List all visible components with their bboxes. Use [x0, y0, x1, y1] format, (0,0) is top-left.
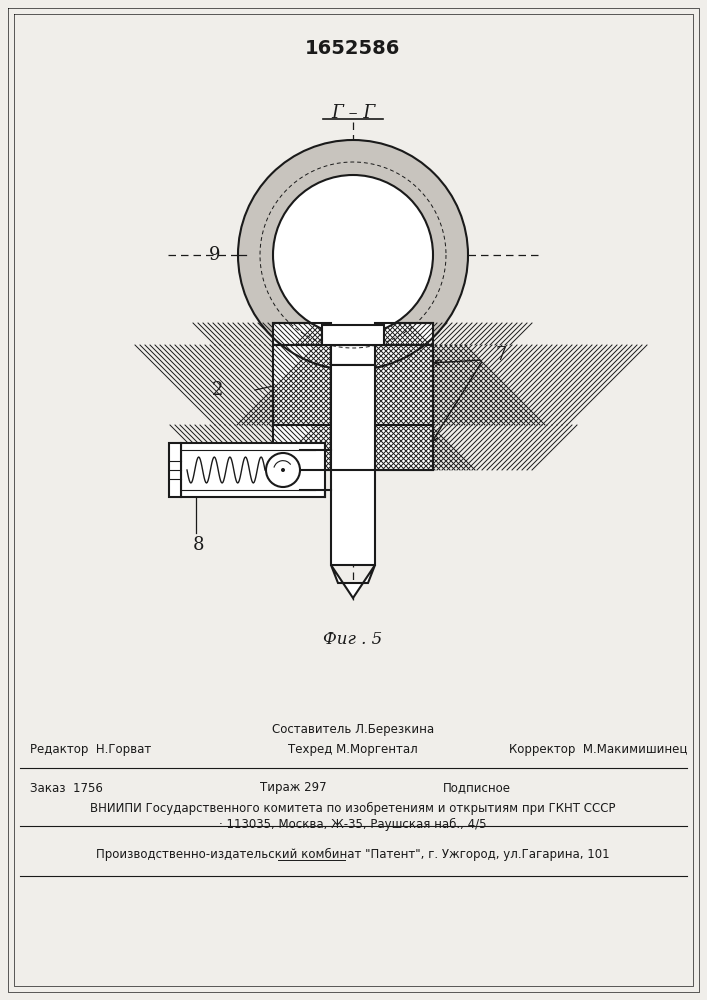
Text: Редактор  Н.Горват: Редактор Н.Горват — [30, 744, 151, 756]
Circle shape — [273, 175, 433, 335]
Bar — [169, 443, 181, 497]
Circle shape — [266, 453, 300, 487]
Bar — [331, 345, 375, 365]
Polygon shape — [331, 565, 375, 598]
Text: Подписное: Подписное — [443, 782, 511, 794]
Bar — [331, 365, 375, 565]
Bar — [181, 443, 325, 497]
Bar — [375, 323, 433, 345]
Text: Г – Г: Г – Г — [331, 104, 375, 122]
Text: ВНИИПИ Государственного комитета по изобретениям и открытиям при ГКНТ СССР: ВНИИПИ Государственного комитета по изоб… — [90, 801, 616, 815]
Text: 8: 8 — [193, 536, 205, 554]
Text: Производственно-издательский комбинат "Патент", г. Ужгород, ул.Гагарина, 101: Производственно-издательский комбинат "П… — [96, 847, 610, 861]
Bar — [273, 345, 331, 425]
Bar — [273, 323, 331, 345]
Text: 1652586: 1652586 — [305, 38, 401, 57]
Text: Тираж 297: Тираж 297 — [259, 782, 327, 794]
Wedge shape — [238, 140, 468, 370]
Text: 2: 2 — [212, 381, 223, 399]
Bar — [273, 425, 331, 470]
Text: Техред М.Моргентал: Техред М.Моргентал — [288, 744, 418, 756]
Text: 7: 7 — [496, 346, 507, 364]
Text: 9: 9 — [209, 246, 221, 264]
Text: Заказ  1756: Заказ 1756 — [30, 782, 103, 794]
Text: Корректор  М.Макимишинец: Корректор М.Макимишинец — [508, 744, 687, 756]
Bar — [375, 425, 433, 470]
Text: Составитель Л.Березкина: Составитель Л.Березкина — [272, 724, 434, 736]
Text: Фиг . 5: Фиг . 5 — [323, 632, 382, 648]
Text: · 113035, Москва, Ж-35, Раушская наб., 4/5: · 113035, Москва, Ж-35, Раушская наб., 4… — [219, 817, 486, 831]
Bar — [375, 345, 433, 425]
Circle shape — [281, 468, 285, 472]
Bar — [322, 325, 384, 345]
